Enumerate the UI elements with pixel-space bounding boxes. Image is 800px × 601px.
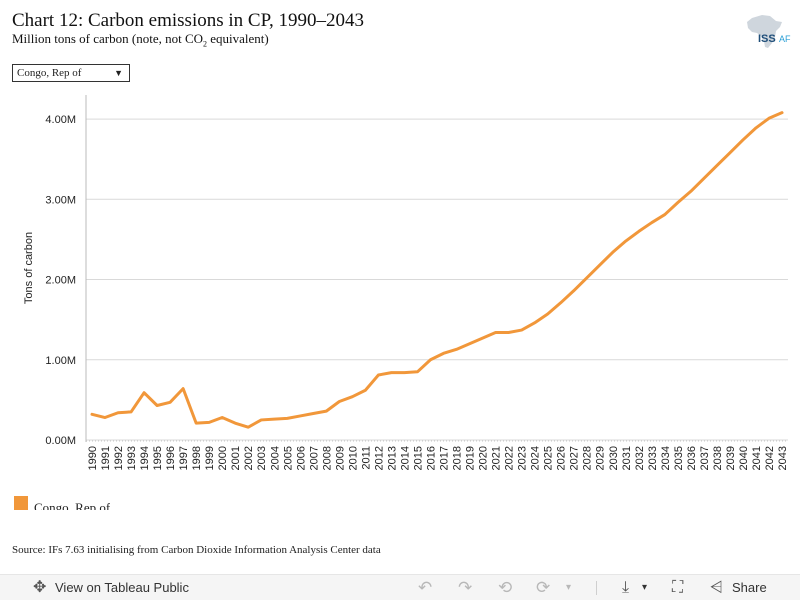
grid-lines [86,118,788,441]
x-tick-label: 2025 [543,446,555,470]
x-tick-label: 2030 [608,446,620,470]
download-icon[interactable]: ⤓ [622,579,630,596]
x-tick-label: 2002 [243,446,255,470]
y-tick-label: 1.00M [45,355,76,367]
chart-subtitle: Million tons of carbon (note, not CO2 eq… [12,31,269,49]
y-axis: 0.00M 1.00M 2.00M 3.00M 4.00M [45,95,87,447]
x-tick-label: 1998 [191,446,203,470]
x-tick-label: 2011 [360,446,372,470]
series-group [90,111,784,429]
x-tick-label: 2019 [465,446,477,470]
x-tick-label: 2020 [478,446,490,470]
y-axis-label: Tons of carbon [23,232,35,304]
x-tick-label: 2001 [230,446,242,470]
share-button[interactable]: Share [732,580,767,595]
x-tick-label: 2031 [621,446,633,470]
share-icon[interactable]: ⩤ [710,579,723,596]
y-tick-label: 4.00M [45,114,76,126]
x-tick-label: 2022 [504,446,516,470]
refresh-icon[interactable]: ⟳ [536,578,551,597]
revert-icon[interactable]: ⟲ [498,578,513,597]
x-tick-label: 2007 [308,446,320,470]
x-tick-label: 2035 [673,446,685,470]
view-on-tableau-link[interactable]: View on Tableau Public [55,580,189,595]
subtitle-text: Million tons of carbon (note, not CO [12,31,204,46]
x-tick-label: 1993 [126,446,138,470]
x-tick-label: 2040 [738,446,750,470]
legend-label: Congo, Rep of [34,500,111,510]
redo-icon[interactable]: ↷ [458,578,473,597]
x-tick-label: 2032 [634,446,646,470]
country-filter-dropdown[interactable]: Congo, Rep of ▼ [12,64,130,82]
x-tick-label: 2038 [712,446,724,470]
y-tick-label: 0.00M [45,435,76,447]
x-tick-label: 2014 [399,446,411,470]
x-tick-label: 2012 [373,446,385,470]
series-line-congo[interactable] [90,111,784,429]
x-tick-label: 2029 [595,446,607,470]
x-tick-label: 2021 [491,446,503,470]
x-tick-label: 2008 [321,446,333,470]
refresh-menu-chevron-icon[interactable]: ▾ [566,582,572,593]
x-tick-label: 2004 [269,446,281,470]
x-tick-label: 2005 [282,446,294,470]
x-tick-label: 2009 [334,446,346,470]
x-tick-label: 2028 [582,446,594,470]
issafrica-logo: ISS AF [742,12,792,54]
africa-map-icon [747,15,782,48]
x-tick-label: 2034 [660,446,672,470]
x-tick-label: 2013 [386,446,398,470]
x-tick-label: 2043 [777,446,789,470]
x-tick-label: 2039 [725,446,737,470]
x-tick-label: 2027 [569,446,581,470]
y-tick-label: 3.00M [45,194,76,206]
chevron-down-icon: ▼ [114,68,123,78]
logo-suffix: AF [779,34,791,44]
undo-icon[interactable]: ↶ [418,578,433,597]
y-tick-label: 2.00M [45,275,76,287]
country-filter-value: Congo, Rep of [17,67,82,79]
x-tick-label: 1997 [178,446,190,470]
chart-title: Chart 12: Carbon emissions in CP, 1990–2… [12,10,365,31]
x-tick-label: 2010 [347,446,359,470]
x-tick-label: 2042 [764,446,776,470]
x-tick-label: 2000 [217,446,229,470]
download-menu-chevron-icon[interactable]: ▾ [642,582,648,593]
x-tick-label: 2015 [412,446,424,470]
x-tick-label: 2036 [686,446,698,470]
x-tick-label: 1992 [113,446,125,470]
x-tick-label: 1990 [87,446,99,470]
x-tick-label: 2003 [256,446,268,470]
tableau-toolbar: ✥ View on Tableau Public ↶ ↷ ⟲ ⟳ ▾ ⤓ ▾ ⛶… [0,574,800,600]
x-tick-label: 2024 [530,446,542,470]
x-tick-label: 1991 [100,446,112,470]
x-tick-label: 1996 [165,446,177,470]
tableau-logo-icon[interactable]: ✥ [33,579,47,596]
fullscreen-icon[interactable]: ⛶ [672,579,684,596]
x-tick-label: 2017 [439,446,451,470]
x-tick-label: 2006 [295,446,307,470]
legend-swatch [14,496,28,510]
x-tick-label: 2026 [556,446,568,470]
logo-text: ISS [758,33,776,45]
x-tick-label: 1999 [204,446,216,470]
toolbar-divider [596,581,597,595]
x-tick-label: 2037 [699,446,711,470]
source-note: Source: IFs 7.63 initialising from Carbo… [12,544,381,556]
x-tick-label: 1995 [152,446,164,470]
x-tick-label: 2016 [425,446,437,470]
subtitle-subscript: 2 [203,39,208,49]
x-tick-label: 2033 [647,446,659,470]
x-tick-label: 2041 [751,446,763,470]
subtitle-text-end: equivalent) [207,31,269,46]
x-tick-label: 2023 [517,446,529,470]
x-tick-label: 1994 [139,446,151,470]
x-axis: 1990 1991 1992 1993 1994 1995 1996 1997 1998 1999… [86,440,789,470]
x-tick-label: 2018 [452,446,464,470]
legend: Congo, Rep of [14,496,110,510]
